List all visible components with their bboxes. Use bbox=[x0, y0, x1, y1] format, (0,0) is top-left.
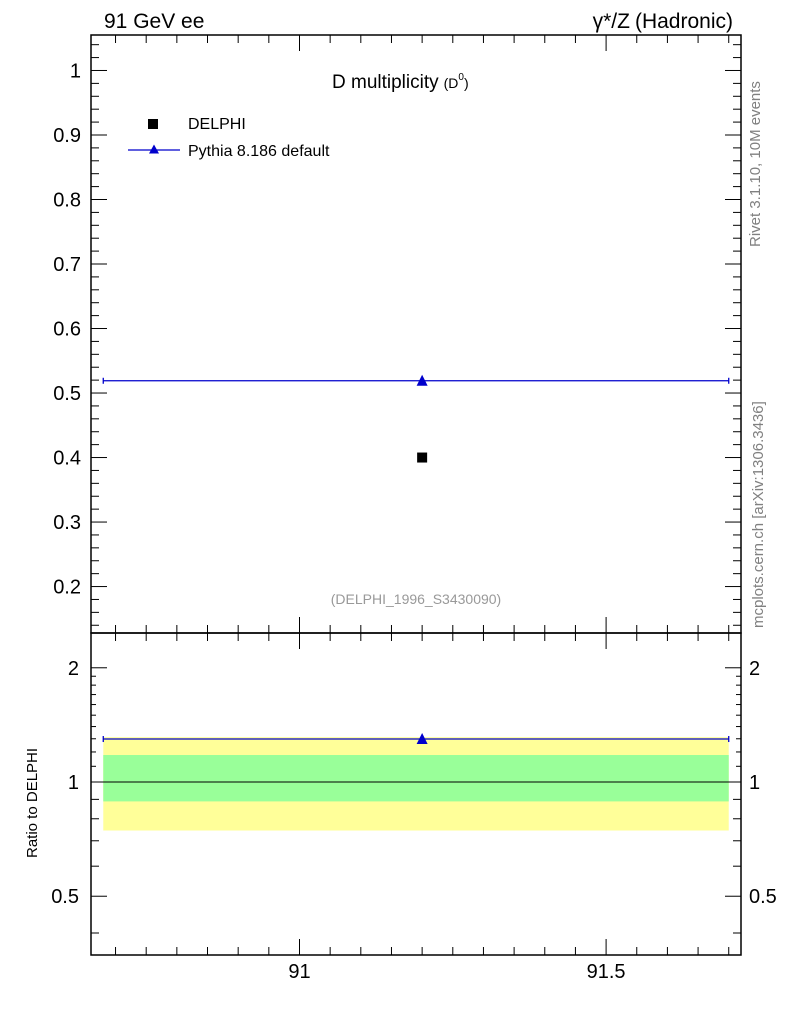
main-y-tick-label: 1 bbox=[70, 60, 81, 82]
pythia-marker bbox=[416, 374, 428, 386]
legend: DELPHI Pythia 8.186 default bbox=[128, 116, 330, 160]
x-tick-label: 91.5 bbox=[587, 961, 626, 983]
ratio-panel: 0.5 0.5 1 1 2 2 91 91.5 Ratio to DELPHI bbox=[24, 632, 777, 983]
x-tick-label: 91 bbox=[288, 961, 310, 983]
ratio-y-axis-label: Ratio to DELPHI bbox=[24, 748, 41, 858]
main-y-tick-label: 0.3 bbox=[53, 512, 81, 534]
main-y-tick-label: 0.9 bbox=[53, 125, 81, 147]
header-process-symbol: γ*/Z bbox=[593, 10, 631, 33]
x-tick-labels: 91 91.5 bbox=[288, 961, 625, 983]
main-axis-ticks bbox=[91, 35, 741, 633]
header-process-text: (Hadronic) bbox=[635, 10, 733, 33]
main-y-tick-label: 0.5 bbox=[53, 383, 81, 405]
legend-pythia-marker bbox=[149, 144, 159, 154]
main-y-tick-label: 0.4 bbox=[53, 448, 81, 470]
ratio-axis-ticks bbox=[91, 633, 741, 955]
main-panel: 0.2 0.3 0.4 0.5 0.6 0.7 0.8 0.9 1 D multiplicity… bbox=[53, 34, 742, 634]
header-process-label: γ*/Z (Hadronic) bbox=[593, 10, 733, 33]
main-title-paren-open: (D bbox=[444, 75, 459, 91]
ratio-pythia-marker bbox=[416, 732, 428, 744]
legend-delphi-marker bbox=[148, 119, 158, 129]
delphi-marker bbox=[417, 452, 428, 463]
main-y-tick-label: 0.7 bbox=[53, 254, 81, 276]
legend-pythia-label: Pythia 8.186 default bbox=[188, 143, 330, 160]
main-y-tick-label: 0.6 bbox=[53, 319, 81, 341]
ratio-y-tick-label-right: 2 bbox=[749, 658, 760, 680]
main-title: D multiplicity (D0) bbox=[332, 72, 469, 93]
ratio-band-inner bbox=[103, 755, 729, 802]
mcplots-reference-label: mcplots.cern.ch [arXiv:1306.3436] bbox=[750, 401, 767, 628]
main-title-superscript: 0 bbox=[458, 72, 464, 83]
ratio-y-tick-label-right: 0.5 bbox=[749, 886, 777, 908]
header-energy-label: 91 GeV ee bbox=[104, 10, 204, 33]
main-y-tick-label: 0.8 bbox=[53, 189, 81, 211]
ratio-y-tick-label: 0.5 bbox=[51, 886, 79, 908]
analysis-id-label: (DELPHI_1996_S3430090) bbox=[331, 591, 501, 607]
main-title-paren-close: ) bbox=[464, 75, 469, 91]
ratio-y-tick-label: 2 bbox=[68, 658, 79, 680]
main-y-tick-labels: 0.2 0.3 0.4 0.5 0.6 0.7 0.8 0.9 1 bbox=[53, 60, 81, 598]
ratio-y-tick-label-right: 1 bbox=[749, 772, 760, 794]
ratio-y-tick-label: 1 bbox=[68, 772, 79, 794]
main-title-text: D multiplicity bbox=[332, 72, 439, 93]
main-y-tick-label: 0.2 bbox=[53, 577, 81, 599]
legend-delphi-label: DELPHI bbox=[188, 116, 246, 133]
rivet-version-label: Rivet 3.1.10, 10M events bbox=[747, 81, 764, 247]
ratio-y-tick-labels: 0.5 0.5 1 1 2 2 bbox=[51, 658, 777, 908]
ratio-frame bbox=[90, 632, 742, 956]
